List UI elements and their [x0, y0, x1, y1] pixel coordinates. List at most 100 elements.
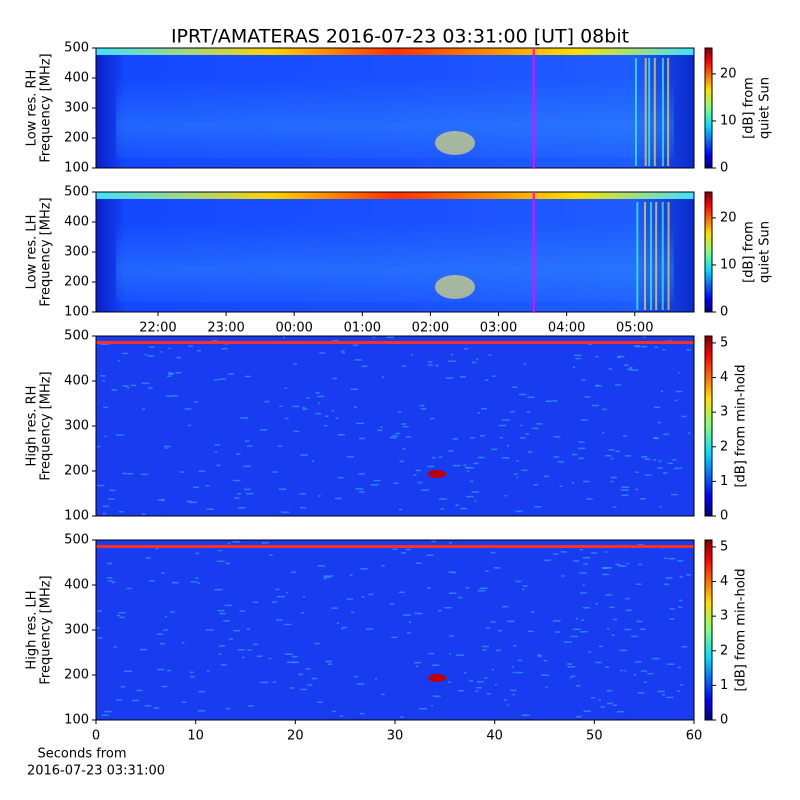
spectrogram-speck [588, 651, 591, 653]
spectrogram-speck [327, 663, 332, 665]
y-tick-label: 100 [64, 161, 89, 176]
spectrogram-speck [511, 666, 514, 668]
spectrogram-speck [144, 353, 147, 356]
spectrogram-speck [165, 447, 168, 450]
spectrogram-speck [147, 355, 154, 357]
x-tick-label: 02:00 [412, 321, 449, 336]
spectrogram-speck [488, 354, 492, 356]
spectrogram-burst [667, 202, 670, 310]
spectrogram-speck [686, 574, 691, 576]
colorbar-tick-label: 3 [720, 405, 728, 420]
spectrogram-speck [552, 553, 559, 555]
spectrogram-speck [426, 554, 434, 556]
spectrogram-speck [658, 460, 662, 463]
spectrogram-speck [246, 628, 250, 630]
spectrogram-speck [586, 498, 593, 500]
spectrogram-speck [674, 467, 682, 470]
spectrogram-speck [512, 671, 516, 674]
spectrogram-speck [440, 508, 445, 510]
spectrogram-speck [332, 710, 337, 713]
y-axis-label: High res. LH [25, 590, 40, 669]
spectrogram-speck [557, 461, 565, 463]
spectrogram-speck [139, 648, 148, 651]
spectrogram-speck [403, 614, 411, 616]
spectrogram-speck [252, 601, 258, 604]
spectrogram-burst [661, 58, 664, 166]
spectrogram-speck [485, 570, 489, 572]
spectrogram-speck [598, 645, 604, 648]
spectrogram-speck [610, 480, 614, 483]
spectrogram-speck [630, 369, 639, 371]
spectrogram-speck [401, 365, 407, 367]
spectrogram-speck [184, 408, 192, 410]
spectrogram-speck [118, 611, 126, 614]
spectrogram-speck [216, 464, 221, 467]
spectrogram-speck [463, 672, 467, 674]
spectrogram-speck [290, 687, 295, 689]
spectrogram-speck [272, 471, 278, 473]
spectrogram-speck [175, 371, 182, 374]
spectrogram-speck [227, 542, 231, 545]
spectrogram-burst [653, 58, 656, 166]
spectrogram-speck [116, 699, 122, 701]
spectrogram-speck [142, 408, 146, 410]
spectrogram-speck [675, 390, 683, 393]
x-tick-label: 00:00 [275, 321, 312, 336]
spectrogram-speck [640, 628, 646, 630]
spectrogram-glow [116, 78, 674, 158]
spectrogram-speck [582, 584, 585, 586]
spectrogram-speck [466, 467, 474, 469]
spectrogram-speck [195, 577, 199, 579]
spectrogram-speck [526, 411, 530, 413]
spectrogram-speck [284, 653, 293, 656]
spectrogram-speck [453, 464, 461, 467]
spectrogram-speck [608, 368, 613, 370]
spectrogram-speck [218, 653, 222, 656]
spectrogram-speck [611, 634, 615, 637]
spectrogram-band [96, 545, 694, 548]
spectrogram-speck [482, 649, 487, 651]
spectrogram-speck [102, 380, 105, 382]
spectrogram-speck [471, 361, 477, 364]
spectrogram-speck [340, 350, 345, 352]
spectrogram-speck [609, 606, 615, 609]
spectrogram-speck [482, 645, 490, 648]
spectrogram-speck [662, 693, 666, 696]
spectrogram-speck [605, 666, 610, 668]
spectrogram-speck [323, 575, 330, 577]
spectrogram-speck [491, 448, 498, 451]
spectrogram-speck [302, 408, 308, 410]
spectrogram-speck [449, 541, 452, 544]
spectrogram-speck [243, 465, 251, 468]
spectrogram-speck [463, 464, 467, 466]
spectrogram-burst [428, 674, 446, 682]
spectrogram-speck [635, 583, 642, 585]
spectrogram-speck [591, 552, 597, 554]
spectrogram-speck [466, 470, 470, 473]
spectrogram-speck [607, 628, 610, 630]
spectrogram-speck [541, 674, 550, 676]
spectrogram-speck [481, 408, 488, 410]
spectrogram-speck [395, 432, 400, 435]
spectrogram-speck [552, 620, 561, 622]
spectrogram-speck [681, 646, 688, 648]
spectrogram-burst [435, 275, 475, 299]
y-tick-label: 200 [64, 464, 89, 479]
spectrogram-speck [590, 697, 596, 699]
spectrogram-speck [458, 689, 464, 692]
x-tick-label: 01:00 [344, 321, 381, 336]
spectrogram-speck [206, 508, 214, 510]
spectrogram-speck [476, 358, 479, 360]
spectrogram-speck [122, 472, 127, 475]
spectrogram-speck [420, 407, 427, 410]
spectrogram-speck [217, 609, 225, 612]
spectrogram-speck [428, 652, 434, 655]
spectrogram-speck [239, 610, 246, 612]
spectrogram-speck [277, 595, 285, 598]
spectrogram-speck [571, 453, 578, 456]
spectrogram-speck [619, 649, 628, 652]
spectrogram-speck [464, 347, 469, 350]
spectrogram-speck [237, 493, 241, 495]
spectrogram-speck [103, 406, 108, 409]
colorbar-tick-label: 2 [720, 439, 728, 454]
